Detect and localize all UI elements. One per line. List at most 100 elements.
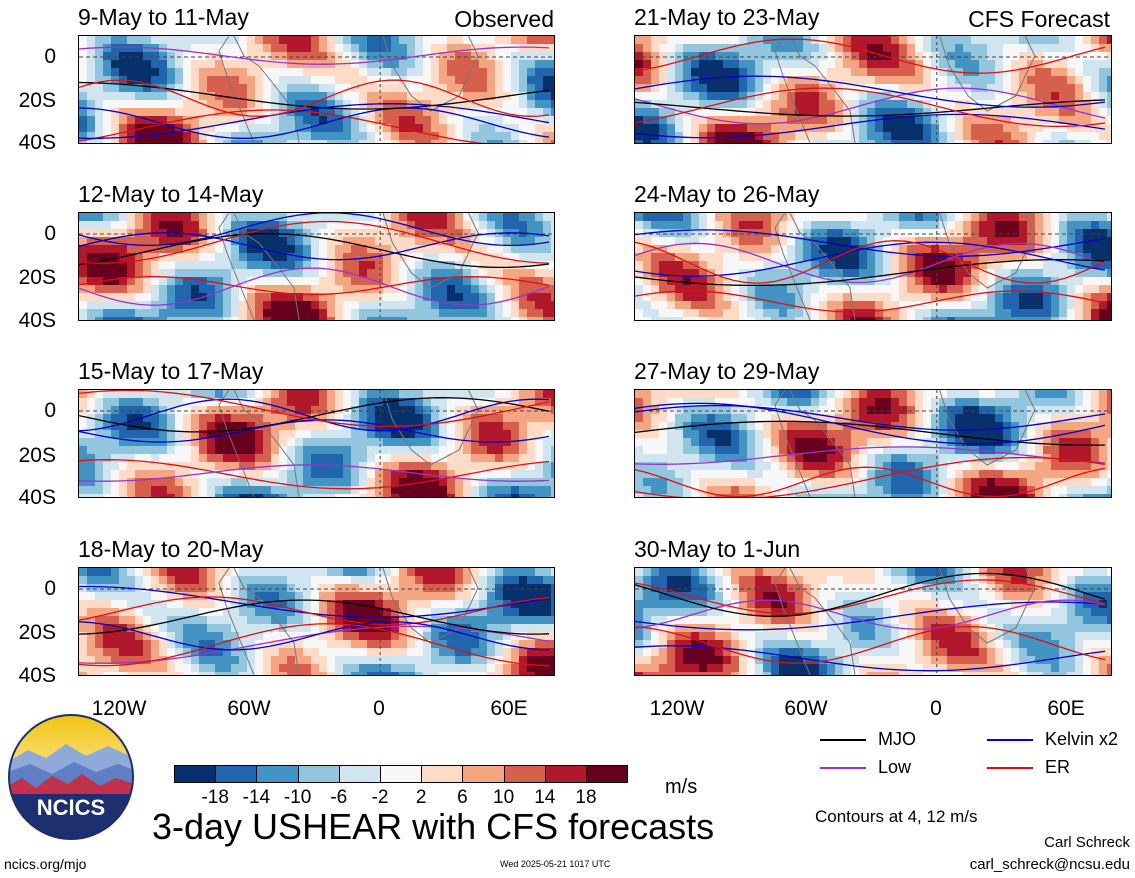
shading-cell (907, 285, 915, 293)
shading-cell (527, 245, 535, 253)
shading-cell (415, 68, 423, 76)
shading-cell (1067, 293, 1075, 301)
shading-cell (479, 237, 487, 245)
shading-cell (455, 245, 463, 253)
shading-cell (635, 108, 643, 116)
shading-cell (479, 624, 487, 632)
shading-cell (827, 116, 835, 124)
shading-cell (667, 245, 675, 253)
shading-cell (731, 92, 739, 100)
shading-cell (487, 414, 495, 422)
shading-cell (287, 438, 295, 446)
shading-cell (659, 221, 667, 229)
shading-cell (199, 116, 207, 124)
shading-cell (763, 140, 771, 143)
shading-cell (455, 430, 463, 438)
shading-cell (167, 672, 175, 675)
shading-cell (207, 414, 215, 422)
shading-cell (343, 470, 351, 478)
shading-cell (899, 44, 907, 52)
shading-cell (683, 36, 691, 44)
shading-cell (207, 454, 215, 462)
shading-cell (239, 568, 247, 576)
shading-cell (1067, 253, 1075, 261)
shading-cell (955, 100, 963, 108)
shading-cell (551, 76, 554, 84)
shading-cell (183, 648, 191, 656)
contour-line (635, 38, 1106, 74)
shading-cell (215, 261, 223, 269)
shading-cell (987, 229, 995, 237)
shading-cell (479, 76, 487, 84)
shading-cell (771, 132, 779, 140)
shading-cell (231, 406, 239, 414)
shading-cell (215, 269, 223, 277)
shading-cell (383, 68, 391, 76)
shading-cell (111, 454, 119, 462)
shading-cell (327, 269, 335, 277)
shading-cell (1067, 285, 1075, 293)
shading-cell (159, 592, 167, 600)
shading-cell (423, 422, 431, 430)
shading-cell (487, 68, 495, 76)
shading-cell (787, 132, 795, 140)
shading-cell (739, 229, 747, 237)
shading-cell (723, 84, 731, 92)
shading-cell (415, 309, 423, 317)
shading-cell (79, 108, 87, 116)
shading-cell (295, 478, 303, 486)
shading-cell (111, 221, 119, 229)
shading-cell (287, 100, 295, 108)
shading-cell (335, 624, 343, 632)
shading-cell (399, 568, 407, 576)
shading-cell (399, 608, 407, 616)
shading-cell (423, 624, 431, 632)
shading-cell (143, 592, 151, 600)
shading-cell (351, 494, 359, 497)
shading-cell (779, 36, 787, 44)
shading-cell (527, 454, 535, 462)
shading-cell (159, 309, 167, 317)
shading-cell (111, 406, 119, 414)
shading-cell (303, 470, 311, 478)
shading-cell (199, 52, 207, 60)
shading-cell (851, 293, 859, 301)
shading-cell (335, 253, 343, 261)
shading-cell (747, 221, 755, 229)
shading-cell (407, 592, 415, 600)
shading-cell (487, 446, 495, 454)
shading-cell (303, 446, 311, 454)
shading-cell (111, 52, 119, 60)
shading-cell (383, 277, 391, 285)
shading-cell (287, 616, 295, 624)
shading-cell (359, 84, 367, 92)
shading-cell (239, 656, 247, 664)
shading-cell (891, 36, 899, 44)
shading-cell (223, 140, 231, 143)
shading-cell (167, 245, 175, 253)
shading-cell (487, 470, 495, 478)
shading-cell (651, 44, 659, 52)
shading-cell (747, 301, 755, 309)
shading-cell (111, 132, 119, 140)
shading-cell (375, 648, 383, 656)
shading-cell (87, 632, 95, 640)
shading-cell (247, 584, 255, 592)
shading-cell (931, 116, 939, 124)
shading-cell (431, 406, 439, 414)
shading-cell (327, 229, 335, 237)
shading-cell (447, 406, 455, 414)
shading-cell (947, 68, 955, 76)
shading-cell (431, 584, 439, 592)
shading-cell (867, 108, 875, 116)
shading-cell (1083, 301, 1091, 309)
shading-cell (495, 76, 503, 84)
shading-cell (471, 422, 479, 430)
shading-cell (455, 486, 463, 494)
shading-cell (471, 672, 479, 675)
shading-cell (715, 140, 723, 143)
shading-cell (391, 624, 399, 632)
shading-cell (955, 44, 963, 52)
shading-cell (287, 293, 295, 301)
shading-cell (487, 576, 495, 584)
